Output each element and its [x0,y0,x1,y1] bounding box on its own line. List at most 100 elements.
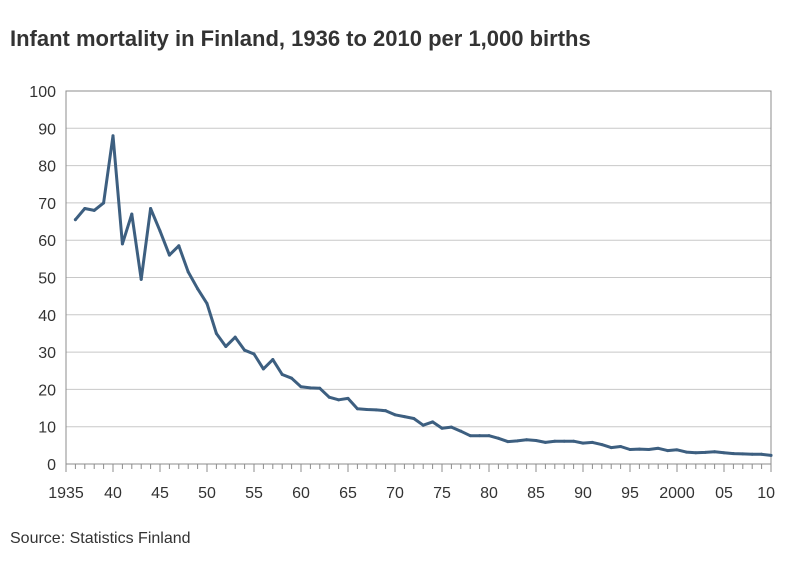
y-tick-label-70: 70 [38,196,56,213]
data-point-1965 [346,396,350,400]
y-tick-label-30: 30 [38,345,56,362]
y-tick-label-60: 60 [38,233,56,250]
data-point-1999 [666,449,670,453]
data-point-1989 [572,439,576,443]
data-point-2007 [741,452,745,456]
series-line [73,134,773,457]
data-point-1953 [233,335,237,339]
x-tick-label-1990: 90 [574,485,592,502]
x-tick-label-1970: 70 [386,485,404,502]
data-point-1936 [73,218,77,222]
data-point-1956 [261,367,265,371]
data-point-1954 [243,348,247,352]
data-point-2009 [760,452,764,456]
data-point-1955 [252,352,256,356]
data-point-1937 [83,206,87,210]
data-point-1939 [102,201,106,205]
y-axis-ticks: 0 10 20 30 40 50 60 70 80 90 100 [29,84,56,474]
data-point-1992 [600,443,604,447]
data-point-1958 [280,372,284,376]
data-point-1988 [562,439,566,443]
data-point-1962 [318,386,322,390]
x-tick-label-1995: 95 [621,485,639,502]
data-point-2003 [703,450,707,454]
x-tick-label-1965: 65 [339,485,357,502]
data-point-1974 [431,420,435,424]
data-point-1996 [637,447,641,451]
data-point-2000 [675,448,679,452]
data-point-1977 [459,429,463,433]
x-tick-label-1950: 50 [198,485,216,502]
data-point-1949 [196,287,200,291]
data-point-1944 [149,206,153,210]
data-point-1972 [412,416,416,420]
data-point-2008 [750,452,754,456]
data-point-1990 [581,441,585,445]
x-tick-label-1940: 40 [104,485,122,502]
data-point-1946 [167,253,171,257]
y-tick-label-100: 100 [29,84,56,101]
y-tick-label-10: 10 [38,420,56,437]
chart-title: Infant mortality in Finland, 1936 to 201… [10,26,591,51]
data-point-1987 [553,439,557,443]
series-infant-mortality [73,134,773,457]
x-tick-label-2000: 2000 [659,485,695,502]
data-point-1947 [177,244,181,248]
data-point-1978 [468,434,472,438]
data-point-1966 [355,407,359,411]
data-point-1991 [590,440,594,444]
plot-frame [65,90,772,465]
data-point-1957 [271,358,275,362]
data-point-1995 [628,447,632,451]
data-point-1970 [393,413,397,417]
x-tick-label-1980: 80 [480,485,498,502]
data-point-1960 [299,385,303,389]
data-point-1950 [205,302,209,306]
data-point-1975 [440,426,444,430]
x-tick-label-1960: 60 [292,485,310,502]
source-note: Source: Statistics Finland [10,530,191,547]
data-point-1948 [186,270,190,274]
y-tick-label-0: 0 [47,457,56,474]
data-point-1951 [214,331,218,335]
data-point-1940 [111,134,115,138]
data-point-1942 [130,212,134,216]
data-point-1986 [543,440,547,444]
data-point-2004 [713,450,717,454]
data-point-1963 [327,395,331,399]
data-point-1971 [402,415,406,419]
gridlines [66,127,771,428]
data-point-1945 [158,229,162,233]
data-point-2005 [722,451,726,455]
data-point-1993 [609,446,613,450]
data-point-1997 [647,447,651,451]
data-point-1968 [374,408,378,412]
data-point-1983 [515,439,519,443]
data-point-1998 [656,446,660,450]
data-point-1941 [120,242,124,246]
data-point-1961 [308,386,312,390]
data-point-1938 [92,208,96,212]
data-point-1982 [506,440,510,444]
x-tick-label-1935: 1935 [48,485,84,502]
x-axis-ticks: 1935 40 45 50 55 60 65 70 75 80 85 90 95 2000 05 10 [48,464,775,502]
data-point-1973 [421,423,425,427]
x-tick-label-1945: 45 [151,485,169,502]
data-point-1976 [449,425,453,429]
data-point-1943 [139,277,143,281]
data-point-1969 [384,409,388,413]
y-tick-label-90: 90 [38,121,56,138]
y-tick-label-80: 80 [38,159,56,176]
data-point-1979 [478,434,482,438]
data-point-2010 [769,453,773,457]
y-tick-label-40: 40 [38,308,56,325]
x-tick-label-1985: 85 [527,485,545,502]
data-point-1985 [534,439,538,443]
x-tick-label-1955: 55 [245,485,263,502]
data-point-1980 [487,434,491,438]
data-point-1994 [619,444,623,448]
x-tick-label-2005: 05 [715,485,733,502]
data-point-2002 [694,451,698,455]
data-point-1984 [525,438,529,442]
data-point-1959 [290,376,294,380]
